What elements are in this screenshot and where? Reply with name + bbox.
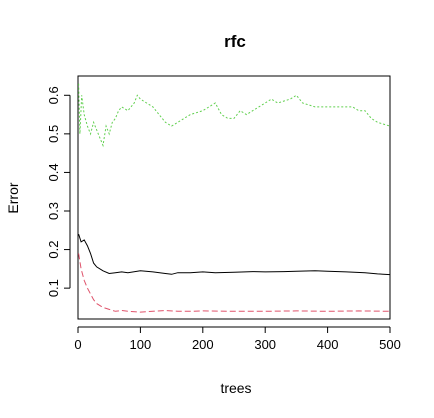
y-tick-label: 0.2 bbox=[46, 241, 61, 259]
x-tick-label: 300 bbox=[254, 337, 276, 352]
x-tick-label: 200 bbox=[192, 337, 214, 352]
series-line-2 bbox=[78, 253, 391, 313]
x-tick-label: 400 bbox=[317, 337, 339, 352]
plot-frame bbox=[77, 75, 391, 320]
series-layer bbox=[78, 83, 391, 313]
chart-title: rfc bbox=[224, 32, 246, 51]
y-tick-label: 0.3 bbox=[46, 202, 61, 220]
series-line-1 bbox=[78, 233, 391, 276]
y-tick-label: 0.1 bbox=[46, 279, 61, 297]
y-tick-label: 0.6 bbox=[46, 86, 61, 104]
x-axis: 0 100 200 300 400 500 bbox=[74, 326, 401, 352]
series-line-3 bbox=[78, 83, 391, 148]
x-tick-label: 500 bbox=[379, 337, 401, 352]
x-tick-label: 100 bbox=[130, 337, 152, 352]
y-axis-label: Error bbox=[5, 182, 21, 213]
y-axis: 0.1 0.2 0.3 0.4 0.5 0.6 bbox=[46, 86, 71, 297]
y-tick-label: 0.5 bbox=[46, 125, 61, 143]
x-tick-label: 0 bbox=[74, 337, 81, 352]
x-axis-label: trees bbox=[220, 380, 251, 396]
y-tick-label: 0.4 bbox=[46, 163, 61, 181]
